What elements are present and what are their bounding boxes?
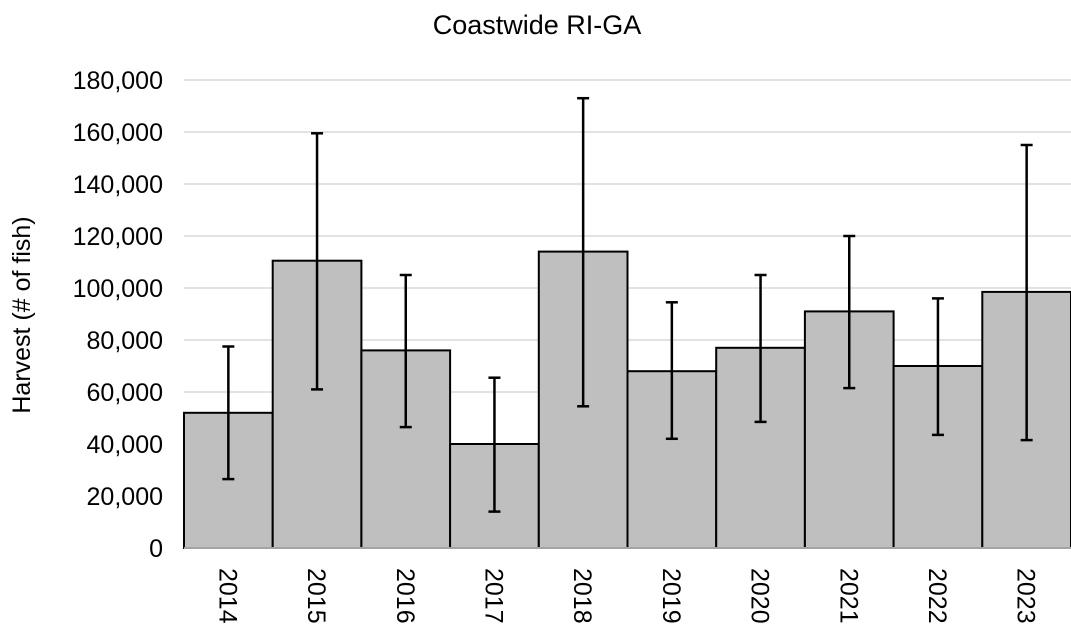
y-tick-label: 40,000 (87, 431, 163, 459)
y-tick-label: 60,000 (87, 379, 163, 407)
y-tick-label: 180,000 (73, 67, 163, 95)
x-tick-label: 2016 (391, 568, 419, 624)
error-bar-2023 (1020, 143, 1033, 442)
error-bar-2016 (399, 273, 412, 429)
error-bar-2017 (488, 376, 501, 513)
chart-title: Coastwide RI-GA (433, 10, 642, 40)
error-bar-2019 (665, 301, 678, 441)
error-bar-2020 (754, 273, 767, 424)
y-axis-ticks: 0 20,000 40,000 60,000 80,000 100,000 120,000 1… (73, 67, 163, 563)
y-tick-label: 120,000 (73, 223, 163, 251)
x-tick-label: 2015 (302, 568, 330, 624)
error-bars (222, 96, 1033, 513)
y-tick-label: 160,000 (73, 119, 163, 147)
y-tick-label: 140,000 (73, 171, 163, 199)
x-tick-label: 2020 (746, 568, 774, 624)
error-bar-2014 (222, 345, 235, 481)
y-tick-label: 80,000 (87, 327, 163, 355)
x-tick-label: 2022 (923, 568, 951, 624)
error-bar-2021 (843, 234, 856, 390)
x-tick-label: 2023 (1012, 568, 1040, 624)
x-tick-label: 2019 (657, 568, 685, 624)
error-bar-2015 (311, 132, 324, 391)
x-tick-label: 2014 (213, 568, 241, 624)
y-tick-label: 20,000 (87, 483, 163, 511)
x-tick-label: 2021 (834, 568, 862, 624)
error-bar-2022 (931, 297, 944, 437)
y-axis-label: Harvest (# of fish) (8, 216, 36, 413)
x-tick-label: 2017 (479, 568, 507, 624)
error-bar-2018 (577, 96, 590, 408)
y-tick-label: 0 (149, 535, 163, 563)
x-tick-label: 2018 (568, 568, 596, 624)
x-axis-ticks: 2014 2015 2016 2017 2018 2019 2020 2021 2022 2023 (213, 568, 1039, 624)
y-tick-label: 100,000 (73, 275, 163, 303)
